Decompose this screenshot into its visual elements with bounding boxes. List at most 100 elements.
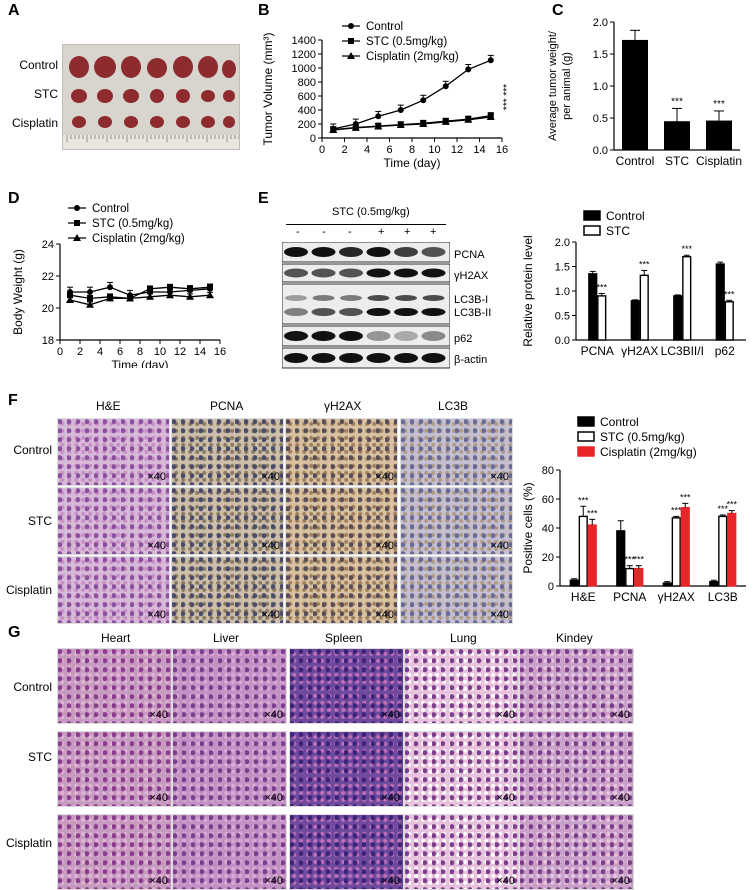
blot-band	[422, 295, 445, 301]
x-tick-label: 14	[194, 346, 206, 358]
magnification-label: ×40	[496, 792, 515, 804]
x-tick-label: PCNA	[581, 344, 614, 358]
lane-6: +	[430, 226, 437, 238]
y-tick-label: 0	[310, 133, 316, 145]
magnification-label: ×40	[147, 609, 166, 621]
legend-marker	[73, 234, 81, 241]
bar	[671, 517, 681, 587]
significance-annotation: ***	[587, 508, 598, 518]
bar	[682, 256, 692, 341]
data-point	[146, 292, 154, 300]
magnification-label: ×40	[149, 709, 168, 721]
y-tick-label: 80	[542, 465, 554, 477]
ihc-image: ×40	[400, 487, 513, 555]
legend-swatch	[577, 446, 595, 457]
blot-band	[421, 308, 446, 316]
magnification-label: ×40	[147, 540, 166, 552]
tumor-photo	[62, 44, 240, 150]
data-point	[86, 300, 94, 308]
ihc-image: ×40	[57, 418, 170, 486]
panel-label-g: G	[8, 624, 21, 641]
x-tick-label: 6	[386, 144, 392, 156]
he-organ-image: ×40	[57, 731, 172, 807]
blot-band	[421, 353, 446, 363]
y-tick-label: 600	[298, 91, 316, 103]
data-point	[126, 294, 134, 302]
data-point	[419, 120, 428, 127]
ihc-image: ×40	[285, 487, 398, 555]
legend-label: STC	[606, 224, 630, 238]
blot-band	[366, 308, 391, 316]
x-tick-label: 14	[473, 144, 485, 156]
bar	[639, 274, 649, 341]
x-tick-label: 6	[117, 346, 123, 358]
bar	[578, 515, 588, 587]
x-tick-label: 4	[97, 346, 103, 358]
blot-band	[394, 331, 418, 341]
he-organ-image: ×40	[519, 731, 634, 807]
blot-band	[339, 353, 363, 363]
blot-label-pcna: PCNA	[454, 249, 485, 261]
data-point	[487, 57, 494, 64]
row-label-stc: STC	[34, 87, 58, 101]
he-organ-image: ×40	[172, 648, 287, 724]
y-tick-label: 1400	[292, 35, 316, 47]
data-point	[397, 107, 404, 113]
bar	[727, 512, 737, 587]
data-point	[167, 284, 173, 291]
blot-band	[339, 247, 363, 257]
blot-band	[339, 268, 363, 278]
bar	[625, 567, 635, 587]
blot-band	[311, 308, 336, 316]
he-organ-image: ×40	[57, 814, 172, 890]
magnification-label: ×40	[611, 792, 630, 804]
bar	[616, 530, 626, 587]
panel-label-a: A	[8, 2, 20, 19]
bar	[597, 295, 607, 341]
western-blot	[282, 242, 450, 369]
x-tick-label: p62	[715, 344, 735, 358]
legend-label: STC (0.5mg/kg)	[600, 430, 685, 444]
ihc-image: ×40	[285, 418, 398, 486]
ihc-image: ×40	[171, 418, 284, 486]
ihc-image: ×40	[171, 487, 284, 555]
legend-marker	[74, 220, 80, 226]
data-point	[374, 122, 383, 130]
x-tick-label: γH2AX	[658, 590, 695, 604]
significance-annotation: *** ***	[502, 84, 513, 110]
y-tick-label: 1.5	[593, 49, 608, 61]
data-point	[486, 113, 495, 120]
blot-strip	[282, 325, 450, 347]
blot-band	[394, 268, 418, 278]
blot-strip	[282, 283, 450, 325]
x-tick-label: 8	[137, 346, 143, 358]
magnification-label: ×40	[496, 875, 515, 887]
legend-marker	[74, 205, 80, 211]
magnification-label: ×40	[490, 540, 509, 552]
y-tick-label: 0.5	[593, 113, 608, 125]
data-point	[87, 289, 93, 295]
lane-2: -	[322, 226, 326, 238]
blot-band	[311, 331, 336, 341]
magnification-label: ×40	[375, 540, 394, 552]
x-tick-label: 10	[428, 144, 440, 156]
x-tick-label: 16	[496, 144, 508, 156]
blot-band	[284, 331, 308, 341]
magnification-label: ×40	[261, 540, 280, 552]
y-tick-label: 20	[42, 303, 54, 315]
blot-band	[366, 268, 391, 278]
legend-label: Control	[366, 21, 403, 33]
magnification-label: ×40	[261, 471, 280, 483]
legend-swatch	[577, 431, 595, 442]
data-point	[147, 285, 153, 292]
f-row-control: Control	[13, 443, 52, 457]
legend-marker	[348, 23, 354, 29]
y-tick-label: 40	[542, 523, 554, 535]
data-point	[166, 291, 174, 299]
col-label-lc3b: LC3B	[438, 399, 469, 413]
ihc-image: ×40	[171, 556, 284, 624]
he-organ-image: ×40	[404, 648, 519, 724]
y-tick-label: 22	[42, 271, 54, 283]
data-point	[186, 292, 194, 300]
g-col-kindey: Kindey	[556, 631, 593, 645]
